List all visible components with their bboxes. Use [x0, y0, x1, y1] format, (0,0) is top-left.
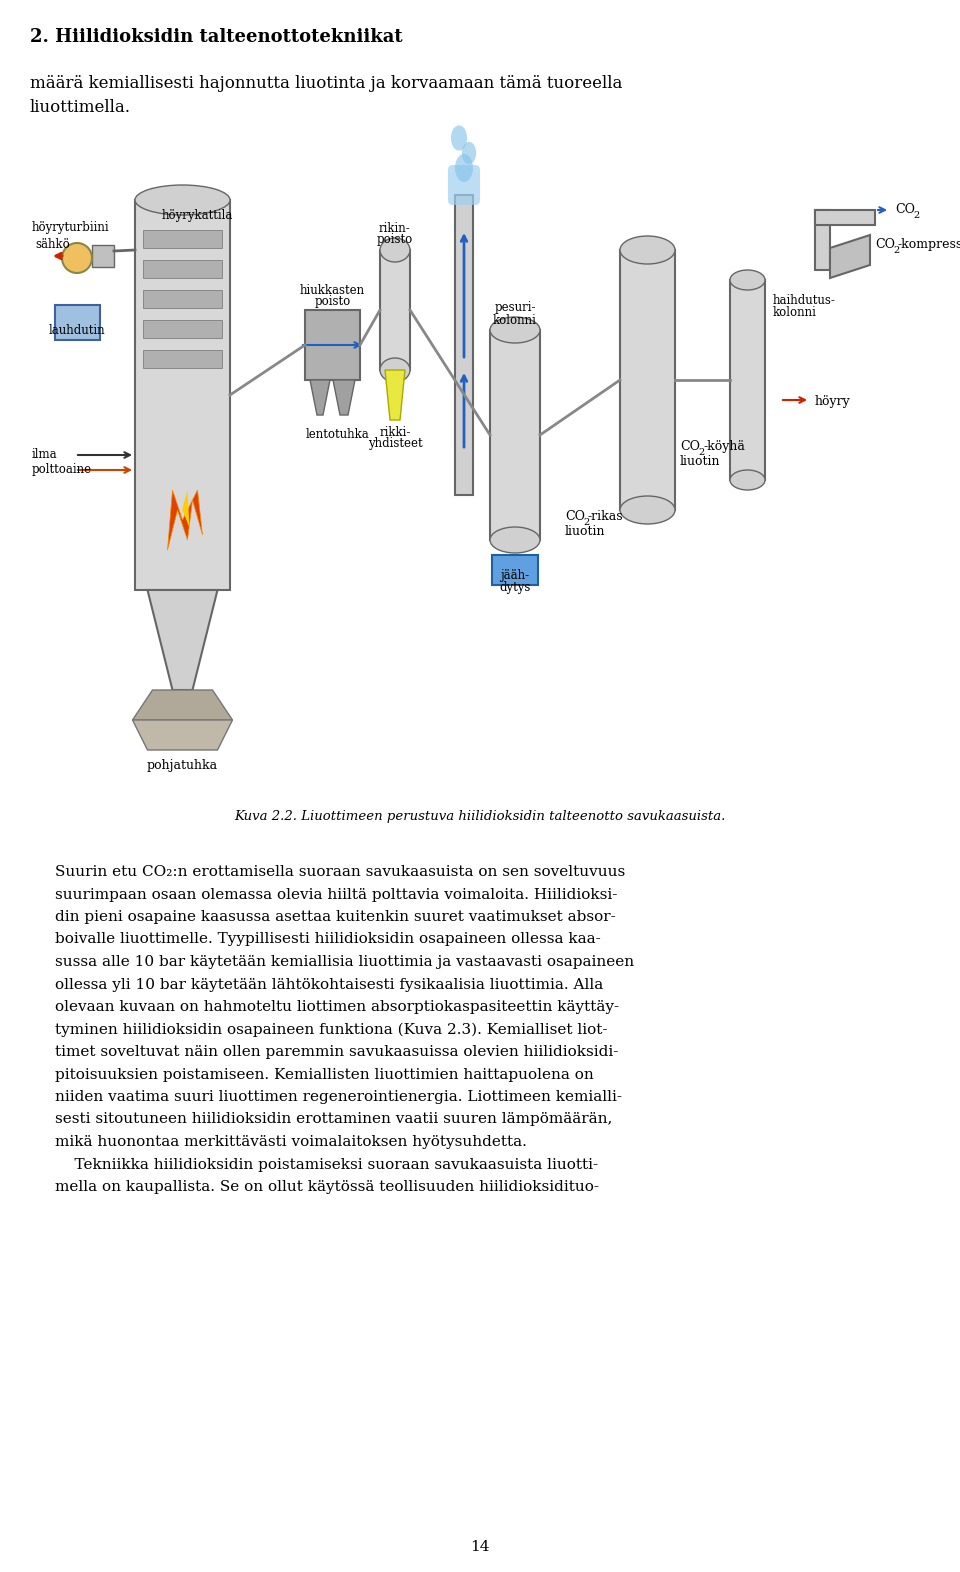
- Polygon shape: [167, 490, 203, 550]
- Bar: [305, 310, 360, 380]
- Text: dytys: dytys: [499, 580, 531, 594]
- Bar: [143, 230, 222, 248]
- Ellipse shape: [135, 185, 230, 215]
- Ellipse shape: [490, 527, 540, 553]
- Polygon shape: [148, 590, 218, 690]
- Text: höyrykattila: höyrykattila: [162, 209, 233, 222]
- Text: Tekniikka hiilidioksidin poistamiseksi suoraan savukaasuista liuotti-: Tekniikka hiilidioksidin poistamiseksi s…: [55, 1157, 598, 1171]
- Text: 2: 2: [893, 245, 900, 255]
- Bar: [143, 351, 222, 368]
- Ellipse shape: [620, 497, 675, 523]
- Text: CO: CO: [875, 237, 895, 252]
- Polygon shape: [385, 369, 405, 420]
- Text: liuotin: liuotin: [680, 454, 721, 468]
- Text: höyryturbiini: höyryturbiini: [31, 222, 108, 234]
- Bar: [143, 289, 222, 308]
- Text: ilma: ilma: [32, 448, 58, 462]
- Text: sesti sitoutuneen hiilidioksidin erottaminen vaatii suuren lämpömäärän,: sesti sitoutuneen hiilidioksidin erottam…: [55, 1113, 612, 1127]
- Text: olevaan kuvaan on hahmoteltu liottimen absorptiokaspasiteettin käyttäy-: olevaan kuvaan on hahmoteltu liottimen a…: [55, 1000, 619, 1014]
- Bar: [55, 305, 100, 340]
- Text: kolonni: kolonni: [773, 305, 816, 319]
- Text: mella on kaupallista. Se on ollut käytössä teollisuuden hiilidioksidituo-: mella on kaupallista. Se on ollut käytös…: [55, 1181, 599, 1195]
- Ellipse shape: [380, 237, 410, 263]
- Ellipse shape: [455, 154, 473, 182]
- Text: yhdisteet: yhdisteet: [368, 437, 422, 451]
- Text: pohjatuhka: pohjatuhka: [147, 759, 218, 772]
- Bar: [135, 200, 230, 590]
- Text: poisto: poisto: [377, 234, 413, 247]
- Text: -köyhä: -köyhä: [703, 440, 745, 453]
- Ellipse shape: [380, 358, 410, 382]
- Text: hiukkasten: hiukkasten: [300, 283, 365, 297]
- Ellipse shape: [490, 318, 540, 343]
- Polygon shape: [830, 234, 870, 278]
- Bar: [620, 250, 675, 509]
- Bar: [490, 330, 540, 541]
- Text: -kompressori: -kompressori: [898, 237, 960, 252]
- Text: mikä huonontaa merkittävästi voimalaitoksen hyötysuhdetta.: mikä huonontaa merkittävästi voimalaitok…: [55, 1135, 527, 1149]
- Text: niiden vaatima suuri liuottimen regenerointienergia. Liottimeen kemialli-: niiden vaatima suuri liuottimen regenero…: [55, 1089, 622, 1104]
- Text: määrä kemiallisesti hajonnutta liuotinta ja korvaamaan tämä tuoreella
liuottimel: määrä kemiallisesti hajonnutta liuotinta…: [30, 75, 622, 115]
- Bar: [92, 245, 114, 267]
- Bar: [730, 280, 765, 479]
- Text: suurimpaan osaan olemassa olevia hiiltä polttavia voimaloita. Hiilidioksi-: suurimpaan osaan olemassa olevia hiiltä …: [55, 888, 617, 901]
- Text: lentotuhka: lentotuhka: [305, 429, 370, 442]
- Text: timet soveltuvat näin ollen paremmin savukaasuissa olevien hiilidioksidi-: timet soveltuvat näin ollen paremmin sav…: [55, 1045, 618, 1060]
- Text: jääh-: jääh-: [500, 569, 530, 582]
- Text: 2: 2: [698, 448, 705, 457]
- Text: tyminen hiilidioksidin osapaineen funktiona (Kuva 2.3). Kemialliset liot-: tyminen hiilidioksidin osapaineen funkti…: [55, 1022, 608, 1038]
- Text: CO: CO: [680, 440, 700, 453]
- Bar: [143, 259, 222, 278]
- Text: din pieni osapaine kaasussa asettaa kuitenkin suuret vaatimukset absor-: din pieni osapaine kaasussa asettaa kuit…: [55, 910, 615, 924]
- Text: sähkö: sähkö: [36, 239, 70, 252]
- Text: rikki-: rikki-: [379, 426, 411, 439]
- Text: poisto: poisto: [314, 296, 350, 308]
- Text: haihdutus-: haihdutus-: [773, 294, 835, 307]
- Text: sussa alle 10 bar käytetään kemiallisia liuottimia ja vastaavasti osapaineen: sussa alle 10 bar käytetään kemiallisia …: [55, 956, 635, 968]
- Polygon shape: [310, 380, 330, 415]
- Text: Suurin etu CO₂:n erottamisella suoraan savukaasuista on sen soveltuvuus: Suurin etu CO₂:n erottamisella suoraan s…: [55, 865, 625, 879]
- Text: 2. Hiilidioksidin talteenottotekniikat: 2. Hiilidioksidin talteenottotekniikat: [30, 28, 402, 46]
- Text: rikin-: rikin-: [379, 222, 411, 234]
- Ellipse shape: [730, 270, 765, 289]
- Text: 2: 2: [583, 519, 589, 527]
- Polygon shape: [176, 490, 189, 534]
- Ellipse shape: [462, 141, 476, 163]
- Text: boivalle liuottimelle. Tyypillisesti hiilidioksidin osapaineen ollessa kaa-: boivalle liuottimelle. Tyypillisesti hii…: [55, 932, 601, 946]
- Ellipse shape: [730, 470, 765, 490]
- Text: CO: CO: [565, 509, 585, 523]
- Text: 2: 2: [913, 211, 920, 220]
- Text: pesuri-: pesuri-: [494, 302, 536, 314]
- Bar: [815, 211, 830, 270]
- Bar: [380, 250, 410, 369]
- Text: -rikas: -rikas: [588, 509, 624, 523]
- Text: kolonni: kolonni: [493, 313, 537, 327]
- Ellipse shape: [620, 236, 675, 264]
- Bar: [143, 321, 222, 338]
- Text: liuotin: liuotin: [565, 525, 606, 538]
- Text: Kuva 2.2. Liuottimeen perustuva hiilidioksidin talteenotto savukaasuista.: Kuva 2.2. Liuottimeen perustuva hiilidio…: [234, 810, 726, 824]
- Text: 14: 14: [470, 1541, 490, 1555]
- Text: CO: CO: [895, 203, 915, 215]
- Text: höyry: höyry: [815, 395, 851, 409]
- Text: pitoisuuksien poistamiseen. Kemiallisten liuottimien haittapuolena on: pitoisuuksien poistamiseen. Kemiallisten…: [55, 1067, 593, 1082]
- Polygon shape: [333, 380, 355, 415]
- Text: ollessa yli 10 bar käytetään lähtökohtaisesti fysikaalisia liuottimia. Alla: ollessa yli 10 bar käytetään lähtökohtai…: [55, 978, 603, 992]
- Ellipse shape: [62, 244, 92, 274]
- Polygon shape: [132, 720, 232, 750]
- Bar: [455, 195, 473, 495]
- Polygon shape: [132, 690, 232, 720]
- Ellipse shape: [451, 126, 468, 151]
- Text: polttoaine: polttoaine: [32, 464, 92, 476]
- FancyBboxPatch shape: [448, 165, 480, 204]
- Text: lauhdutin: lauhdutin: [49, 324, 106, 336]
- Bar: [492, 555, 538, 585]
- Bar: [815, 211, 875, 225]
